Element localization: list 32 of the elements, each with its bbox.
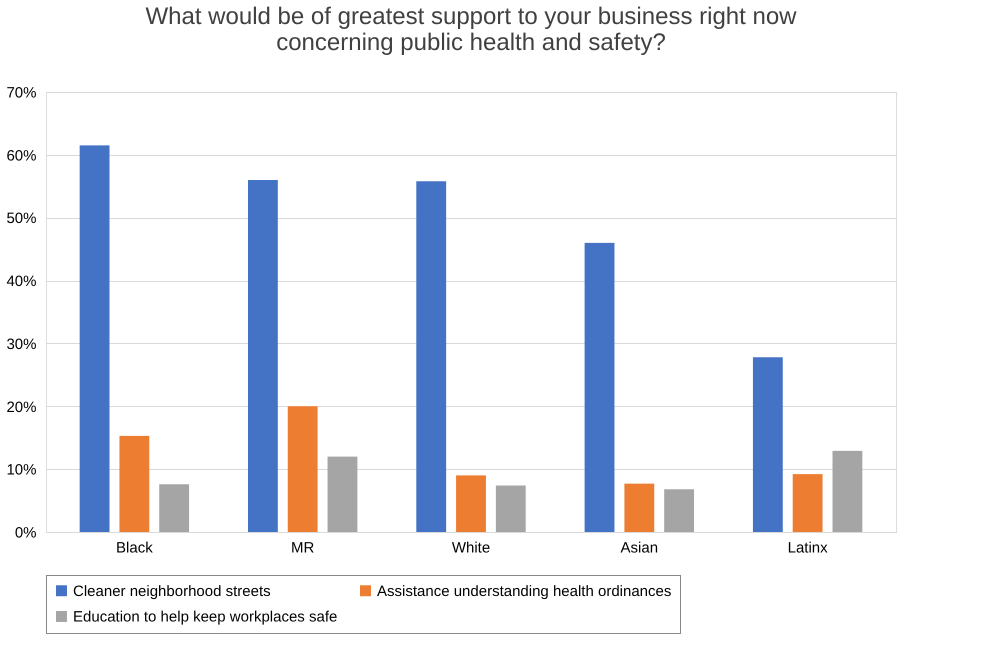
- bar: [792, 474, 823, 532]
- bar: [752, 357, 783, 532]
- bar: [496, 485, 526, 532]
- x-tick-label: Asian: [620, 540, 658, 556]
- x-tick-label: Latinx: [788, 540, 828, 556]
- legend-label: Cleaner neighborhood streets: [73, 582, 271, 600]
- y-tick-label: 20%: [6, 398, 36, 416]
- y-tick-label: 70%: [6, 84, 36, 102]
- bar: [248, 180, 278, 532]
- bar: [832, 450, 862, 532]
- bar: [416, 181, 446, 532]
- bar: [288, 406, 318, 532]
- legend-label: Education to help keep workplaces safe: [73, 608, 338, 626]
- bar: [328, 456, 358, 532]
- legend-label: Assistance understanding health ordinances: [377, 582, 672, 600]
- y-tick-label: 40%: [6, 273, 36, 290]
- bar: [624, 484, 654, 532]
- bar: [584, 242, 614, 532]
- bar: [119, 436, 150, 532]
- bar: [159, 484, 190, 532]
- x-tick-label: Black: [116, 540, 154, 556]
- bar: [80, 145, 110, 532]
- x-tick-label: White: [452, 540, 490, 556]
- y-tick-label: 50%: [6, 210, 36, 228]
- y-tick-label: 60%: [6, 147, 36, 164]
- x-tick-label: MR: [291, 540, 315, 556]
- y-tick-label: 10%: [6, 462, 36, 479]
- y-tick-label: 0%: [14, 524, 36, 542]
- bar: [664, 489, 694, 532]
- bar: [456, 475, 486, 532]
- y-tick-label: 30%: [6, 336, 36, 353]
- chart-title: What would be of greatest support to your business right now concerning public health and safety?: [145, 3, 798, 56]
